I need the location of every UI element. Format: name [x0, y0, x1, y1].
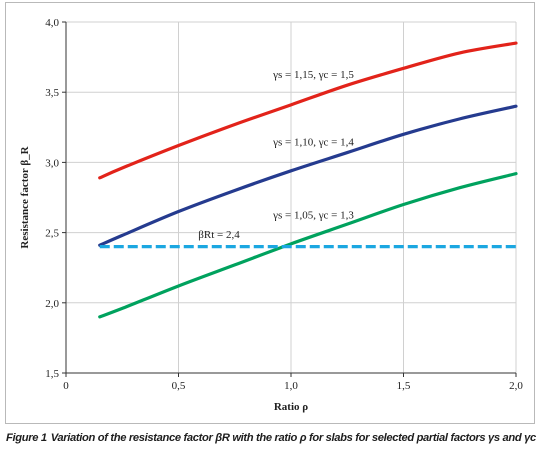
series-line-1 [98, 104, 518, 247]
caption-text: Variation of the resistance factor βR wi… [50, 432, 537, 444]
y-tick-label: 4,0 [45, 17, 59, 29]
y-tick-label: 3,0 [45, 157, 59, 169]
x-tick-label: 1,5 [397, 380, 411, 392]
y-tick-label: 3,5 [45, 87, 59, 99]
caption-figure-label: Figure 1 [6, 432, 47, 444]
y-tick-label: 2,5 [45, 228, 59, 240]
chart: 0 0,5 1,0 1,5 2,0 1,5 2,0 2,5 3,0 3,5 4,0 γs = 1,1… [19, 17, 523, 413]
series-line-0 [98, 41, 518, 180]
y-axis-title: Resistance factor β_R [19, 145, 31, 248]
annotations: γs = 1,15, γc = 1,5 γs = 1,10, γc = 1,4 γs… [198, 69, 354, 241]
tick-labels: 0 0,5 1,0 1,5 2,0 1,5 2,0 2,5 3,0 3,5 4,0 [45, 17, 523, 392]
x-tick-label: 0,5 [172, 380, 186, 392]
series-annotation-2: γs = 1,05, γc = 1,3 [272, 210, 354, 222]
y-tick-label: 1,5 [45, 368, 59, 380]
x-axis-title: Ratio ρ [274, 401, 308, 413]
series-annotation-1: γs = 1,10, γc = 1,4 [272, 137, 354, 149]
figure-frame [5, 2, 535, 424]
x-tick-label: 2,0 [509, 380, 523, 392]
x-tick-label: 0 [63, 380, 69, 392]
y-tick-label: 2,0 [45, 298, 59, 310]
series-annotation-3: βRt = 2,4 [198, 229, 240, 241]
series-line-2 [98, 172, 518, 319]
series-annotation-0: γs = 1,15, γc = 1,5 [272, 69, 354, 81]
figure-caption: Figure 1 Variation of the resistance fact… [6, 432, 536, 444]
series-lines [98, 41, 518, 319]
axes [62, 21, 517, 377]
x-tick-label: 1,0 [284, 380, 298, 392]
grid [66, 21, 517, 373]
